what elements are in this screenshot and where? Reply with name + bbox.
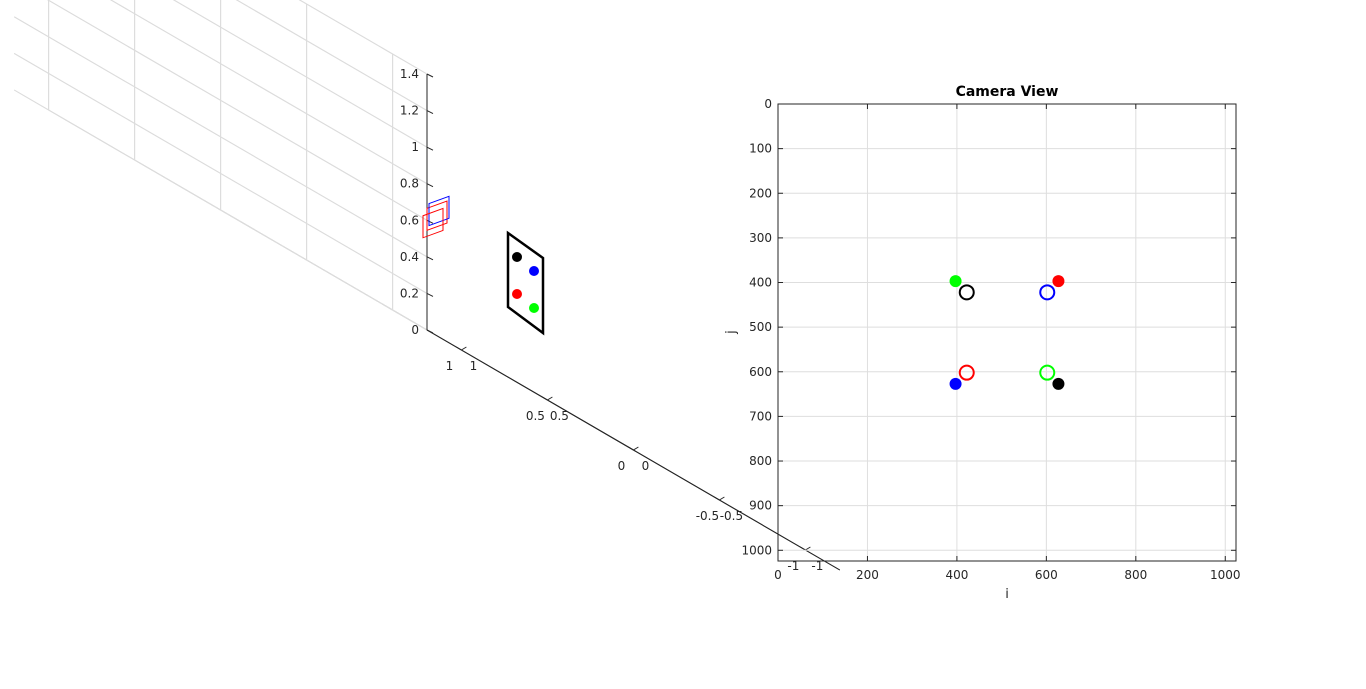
- plot-area-border: [777, 103, 1237, 562]
- z-tick-mark: [426, 110, 434, 115]
- open-point: [1039, 364, 1056, 381]
- y-tick-label: -1: [787, 559, 799, 573]
- z-tick-label: 1: [411, 140, 419, 154]
- x-tick-label: 1000: [1210, 568, 1241, 582]
- wall-grid-line: [47, 0, 428, 221]
- y-tick-label: 300: [749, 231, 772, 245]
- x-tick-label: 0: [642, 459, 650, 473]
- x-tick-mark: [542, 396, 548, 401]
- y-tick-label: 700: [749, 409, 772, 423]
- y-tick-label: 800: [749, 454, 772, 468]
- y-tick-label: 600: [749, 365, 772, 379]
- x-tick-label: 0.5: [550, 409, 569, 423]
- target-marker: [529, 266, 539, 276]
- wall-grid-line: [13, 16, 428, 258]
- filled-point: [1052, 275, 1065, 288]
- x-tick-label: 800: [1124, 568, 1147, 582]
- y-tick-label: 500: [749, 320, 772, 334]
- x-tick-label: -1: [811, 559, 823, 573]
- 3d-grid: [13, 0, 841, 571]
- filled-point: [1052, 377, 1065, 390]
- z-tick-mark: [426, 146, 434, 151]
- y-tick-mark: [719, 496, 725, 501]
- target-plane: [506, 230, 545, 336]
- chart-title: Camera View: [956, 84, 1059, 100]
- camera-view-axes: Camera View 0 200 400 600 800 100001002003004…: [724, 84, 1241, 602]
- y-tick-label: 200: [749, 186, 772, 200]
- open-point: [1039, 284, 1056, 301]
- y-tick-label: -0.5: [696, 509, 719, 523]
- filled-point: [949, 377, 962, 390]
- x-tick-mark: [714, 496, 720, 501]
- camera-frame: [426, 200, 448, 231]
- wall-grid-line: [13, 89, 428, 331]
- filled-point: [949, 275, 962, 288]
- wall-grid-line: [172, 0, 428, 148]
- camera-view-grid: [777, 103, 1236, 561]
- y-tick-label: 1: [446, 359, 454, 373]
- z-tick-label: 0.8: [400, 177, 419, 191]
- target-marker: [512, 289, 522, 299]
- z-tick-label: 0.4: [400, 250, 419, 264]
- z-tick-mark: [426, 256, 434, 261]
- z-tick-mark: [426, 73, 434, 78]
- 3d-axes: 0 0.2 0.4 0.6 0.8 1 1.2 1.4 -1 -0.5 0 0.5 1 -1 -0.5 0 0.…: [13, 0, 841, 573]
- wall-grid-line: [13, 52, 428, 294]
- z-tick-mark: [426, 183, 434, 188]
- z-tick-mark: [426, 329, 434, 334]
- y-tick-label: 0: [764, 97, 772, 111]
- x-axis-label: i: [1005, 587, 1009, 602]
- x-tick-mark: [456, 346, 462, 351]
- x-tick-label: 1: [470, 359, 478, 373]
- camera-frame: [428, 195, 450, 227]
- target-marker: [512, 252, 522, 262]
- z-tick-label: 0: [411, 323, 419, 337]
- camera-view-tick-labels: 0 200 400 600 800 100001002003004005006007008…: [741, 97, 1240, 582]
- y-tick-mark: [461, 346, 467, 351]
- z-tick-label: 0.2: [400, 286, 419, 300]
- x-tick-label: 400: [945, 568, 968, 582]
- y-tick-label: 1000: [741, 543, 772, 557]
- z-tick-mark: [426, 219, 434, 224]
- z-tick-mark: [426, 292, 434, 297]
- y-tick-mark: [547, 396, 553, 401]
- y-tick-label: 900: [749, 499, 772, 513]
- y-tick-label: 100: [749, 142, 772, 156]
- target-plane-outline: [506, 230, 545, 336]
- x-tick-label: -0.5: [720, 509, 743, 523]
- x-tick-mark: [800, 546, 806, 551]
- x-tick-label: 600: [1035, 568, 1058, 582]
- wall-grid-line: [298, 0, 428, 75]
- 3d-tick-labels: 0 0.2 0.4 0.6 0.8 1 1.2 1.4 -1 -0.5 0 0.5 1 -1 -0.5 0 0.…: [400, 67, 823, 573]
- x-tick-label: 200: [856, 568, 879, 582]
- z-tick-label: 0.6: [400, 213, 419, 227]
- camera-frame: [422, 207, 444, 239]
- open-point: [958, 364, 975, 381]
- y-tick-label: 0.5: [526, 409, 545, 423]
- wall-grid-line: [235, 0, 428, 112]
- open-point: [958, 284, 975, 301]
- x-tick-label: 0: [774, 568, 782, 582]
- y-tick-mark: [805, 546, 811, 551]
- y-tick-label: 0: [618, 459, 626, 473]
- wall-grid-line: [110, 0, 428, 185]
- y-axis-label: j: [724, 330, 739, 335]
- z-tick-label: 1.4: [400, 67, 419, 81]
- y-tick-label: 400: [749, 276, 772, 290]
- camera-model: [422, 195, 450, 239]
- x-tick-mark: [628, 446, 634, 451]
- z-tick-label: 1.2: [400, 104, 419, 118]
- y-tick-mark: [633, 446, 639, 451]
- camera-view-points: [949, 275, 1065, 390]
- target-marker: [529, 303, 539, 313]
